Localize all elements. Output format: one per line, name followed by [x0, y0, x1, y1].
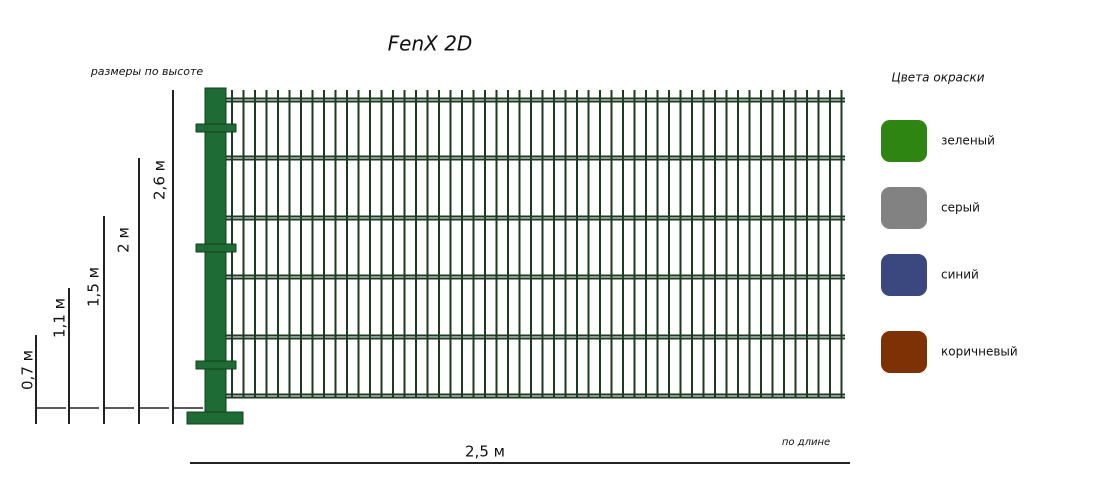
color-swatch	[881, 331, 927, 373]
height-label: 0,7 м	[19, 350, 37, 390]
height-scale: 0,7 м 1,1 м 1,5 м 2 м 2,6 м	[19, 90, 203, 424]
clamp	[195, 360, 237, 370]
title: FenX 2D	[388, 32, 473, 56]
color-label: серый	[941, 201, 980, 215]
fence	[186, 87, 845, 425]
clamp	[195, 123, 237, 133]
base-plate	[186, 411, 244, 425]
length-caption: по длине	[782, 437, 830, 448]
color-label: коричневый	[941, 345, 1018, 359]
color-swatch	[881, 187, 927, 229]
height-label: 1,5 м	[85, 267, 103, 307]
height-label: 2 м	[115, 227, 133, 253]
height-label: 1,1 м	[51, 298, 69, 338]
height-caption: размеры по высоте	[90, 65, 204, 78]
height-label: 2,6 м	[151, 160, 169, 200]
color-swatch	[881, 254, 927, 296]
clamp	[195, 243, 237, 253]
length-label: 2,5 м	[465, 443, 505, 461]
color-label: зеленый	[941, 134, 995, 148]
color-swatch	[881, 120, 927, 162]
palette: зеленый серый синий коричневый	[881, 120, 1018, 373]
palette-title: Цвета окраски	[891, 71, 984, 85]
color-label: синий	[941, 268, 979, 282]
